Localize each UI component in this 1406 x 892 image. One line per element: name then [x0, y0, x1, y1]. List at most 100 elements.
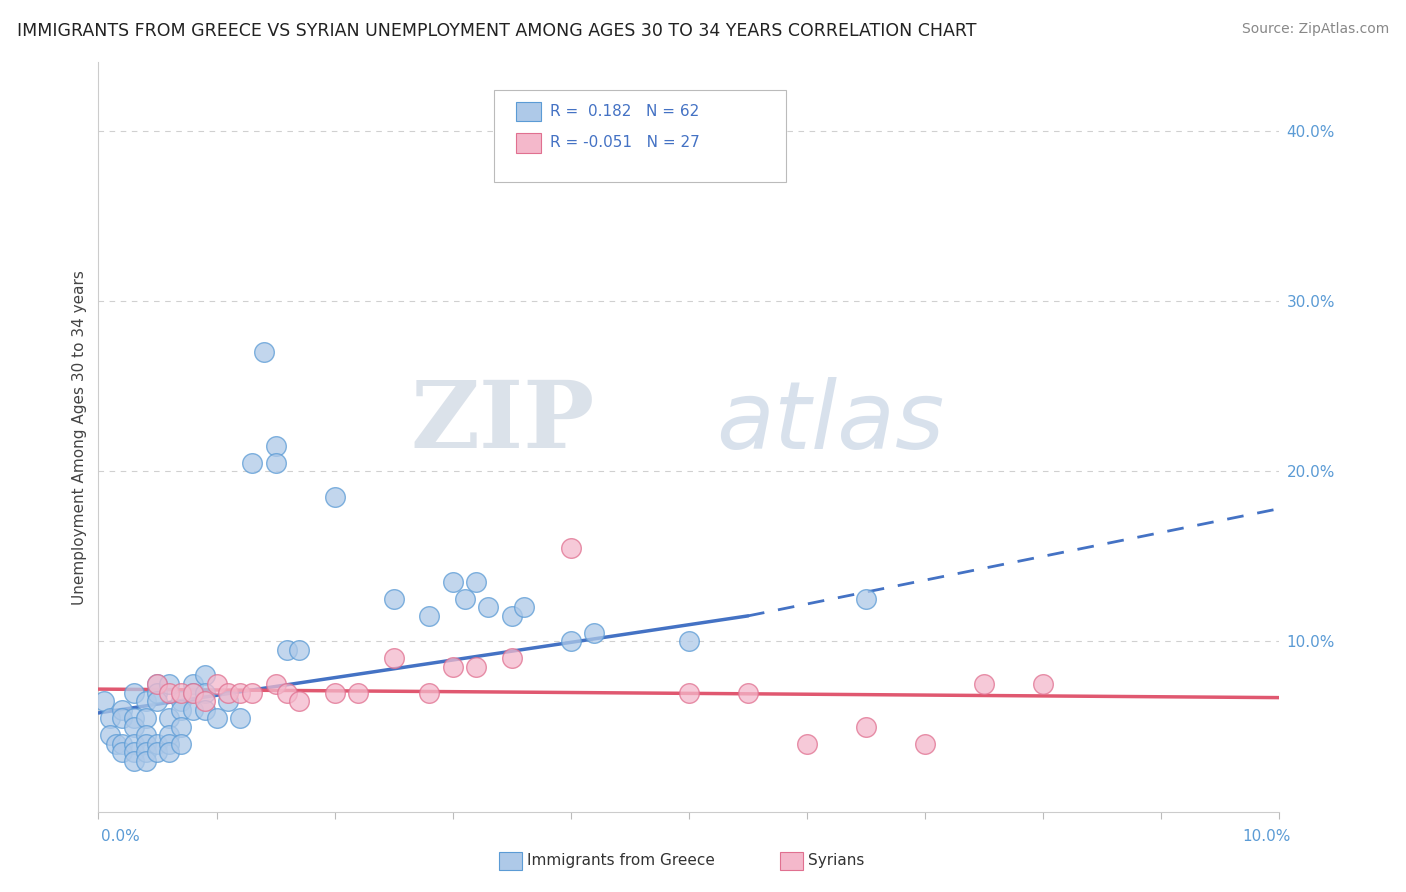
Point [323, 490, 346, 504]
Text: 10.0%: 10.0% [1243, 830, 1291, 844]
Point [93, 694, 115, 708]
Point [205, 677, 228, 691]
Point [122, 711, 145, 725]
Point [288, 694, 311, 708]
Point [796, 737, 818, 751]
Point [441, 660, 464, 674]
Point [170, 737, 193, 751]
Point [146, 677, 169, 691]
Point [146, 677, 169, 691]
Point [253, 345, 276, 359]
Point [512, 600, 534, 615]
Point [135, 694, 157, 708]
Point [111, 702, 134, 716]
Text: R =  0.182   N = 62: R = 0.182 N = 62 [550, 104, 699, 119]
Text: ZIP: ZIP [411, 377, 595, 467]
Point [382, 651, 405, 665]
Point [135, 711, 157, 725]
Point [418, 608, 440, 623]
Point [441, 574, 464, 589]
Point [1032, 677, 1054, 691]
Point [465, 574, 488, 589]
Point [276, 643, 298, 657]
Point [170, 694, 193, 708]
Point [98, 711, 121, 725]
Point [146, 685, 169, 699]
Point [146, 694, 169, 708]
Point [678, 634, 700, 648]
Point [583, 626, 606, 640]
Point [264, 677, 287, 691]
Point [678, 685, 700, 699]
Point [157, 737, 180, 751]
Point [240, 456, 263, 470]
Point [181, 685, 204, 699]
Point [170, 720, 193, 734]
Point [122, 720, 145, 734]
Point [98, 728, 121, 742]
Point [146, 745, 169, 759]
Point [194, 685, 217, 699]
Point [855, 720, 877, 734]
Point [194, 668, 217, 682]
Point [122, 745, 145, 759]
Point [501, 651, 523, 665]
Point [135, 745, 157, 759]
Point [240, 685, 263, 699]
Point [111, 737, 134, 751]
Point [418, 685, 440, 699]
Point [111, 745, 134, 759]
Point [170, 702, 193, 716]
Point [181, 677, 204, 691]
Text: IMMIGRANTS FROM GREECE VS SYRIAN UNEMPLOYMENT AMONG AGES 30 TO 34 YEARS CORRELAT: IMMIGRANTS FROM GREECE VS SYRIAN UNEMPLO… [17, 22, 976, 40]
Text: Immigrants from Greece: Immigrants from Greece [527, 854, 716, 868]
Point [194, 702, 217, 716]
Point [122, 754, 145, 768]
Point [157, 728, 180, 742]
Point [194, 694, 217, 708]
Point [382, 591, 405, 606]
Y-axis label: Unemployment Among Ages 30 to 34 years: Unemployment Among Ages 30 to 34 years [72, 269, 87, 605]
Point [217, 685, 239, 699]
Point [157, 685, 180, 699]
Point [855, 591, 877, 606]
Text: R = -0.051   N = 27: R = -0.051 N = 27 [550, 136, 700, 150]
Point [135, 737, 157, 751]
Point [323, 685, 346, 699]
Point [465, 660, 488, 674]
Point [264, 439, 287, 453]
Point [217, 694, 239, 708]
Point [560, 541, 582, 555]
Text: Syrians: Syrians [808, 854, 865, 868]
Point [111, 711, 134, 725]
Point [229, 711, 252, 725]
Point [477, 600, 499, 615]
Point [205, 711, 228, 725]
Point [135, 754, 157, 768]
Text: 0.0%: 0.0% [101, 830, 141, 844]
Point [181, 702, 204, 716]
Point [157, 711, 180, 725]
Point [973, 677, 995, 691]
Point [181, 685, 204, 699]
Point [288, 643, 311, 657]
Point [453, 591, 475, 606]
Point [122, 737, 145, 751]
Point [170, 685, 193, 699]
Point [135, 728, 157, 742]
Point [157, 677, 180, 691]
Point [229, 685, 252, 699]
Point [737, 685, 759, 699]
Point [560, 634, 582, 648]
Point [914, 737, 936, 751]
Point [501, 608, 523, 623]
Point [105, 737, 128, 751]
Point [146, 737, 169, 751]
Text: atlas: atlas [717, 376, 945, 467]
Point [276, 685, 298, 699]
Text: Source: ZipAtlas.com: Source: ZipAtlas.com [1241, 22, 1389, 37]
Point [347, 685, 370, 699]
Point [264, 456, 287, 470]
Point [122, 685, 145, 699]
Point [157, 745, 180, 759]
